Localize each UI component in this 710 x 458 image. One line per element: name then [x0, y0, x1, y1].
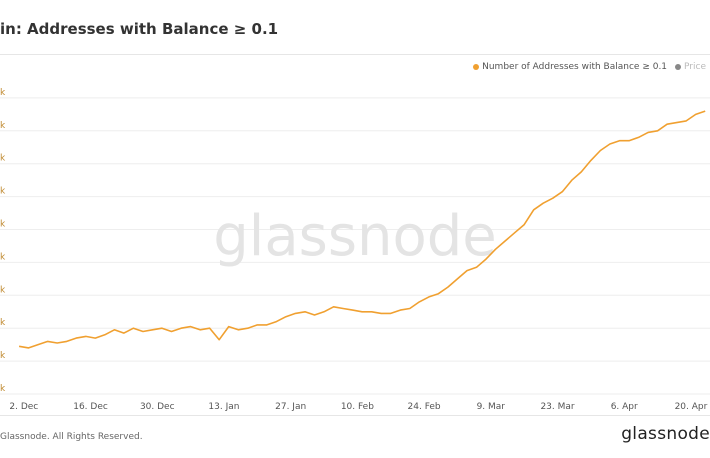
y-tick-label: k [0, 154, 6, 164]
brand-logo[interactable]: glassnode [621, 424, 710, 444]
legend-dot-price [675, 64, 682, 70]
x-tick-label: 2. Dec [9, 402, 38, 412]
footer-divider [0, 415, 710, 416]
x-tick-label: 30. Dec [140, 402, 175, 412]
page-title: in: Addresses with Balance ≥ 0.1 [0, 20, 279, 38]
legend-label-price: Price [684, 62, 706, 72]
legend-label-addresses: Number of Addresses with Balance ≥ 0.1 [482, 62, 668, 72]
x-tick-label: 24. Feb [408, 402, 441, 412]
y-axis-ticks: k k k k k k k k k k [0, 88, 6, 394]
legend-item-price[interactable]: Price [675, 62, 706, 72]
y-tick-label: k [0, 318, 6, 328]
grid-layer [0, 97, 710, 395]
y-tick-label: k [0, 384, 6, 394]
x-tick-label: 13. Jan [208, 402, 239, 412]
y-tick-label: k [0, 220, 6, 230]
x-tick-label: 20. Apr [675, 402, 708, 412]
series-layer [18, 110, 706, 349]
x-tick-label: 6. Apr [611, 402, 638, 412]
y-tick-label: k [0, 121, 6, 131]
chart-legend: Number of Addresses with Balance ≥ 0.1 P… [473, 62, 706, 72]
watermark-text: glassnode [213, 204, 497, 269]
legend-item-addresses[interactable]: Number of Addresses with Balance ≥ 0.1 [473, 62, 667, 72]
series-line-addresses[interactable] [18, 110, 706, 349]
y-tick-label: k [0, 187, 6, 197]
x-tick-label: 10. Feb [341, 402, 374, 412]
x-tick-label: 27. Jan [275, 402, 306, 412]
x-axis-ticks: 2. Dec 16. Dec 30. Dec 13. Jan 27. Jan 10. Fe… [9, 402, 707, 412]
x-tick-label: 9. Mar [477, 402, 506, 412]
y-tick-label: k [0, 88, 6, 98]
x-tick-label: 23. Mar [540, 402, 574, 412]
y-tick-label: k [0, 351, 6, 361]
legend-dot-addresses [473, 64, 480, 70]
y-tick-label: k [0, 252, 6, 262]
x-tick-label: 16. Dec [73, 402, 108, 412]
copyright-text: Glassnode. All Rights Reserved. [0, 432, 143, 442]
title-divider [0, 54, 710, 55]
y-tick-label: k [0, 285, 6, 295]
